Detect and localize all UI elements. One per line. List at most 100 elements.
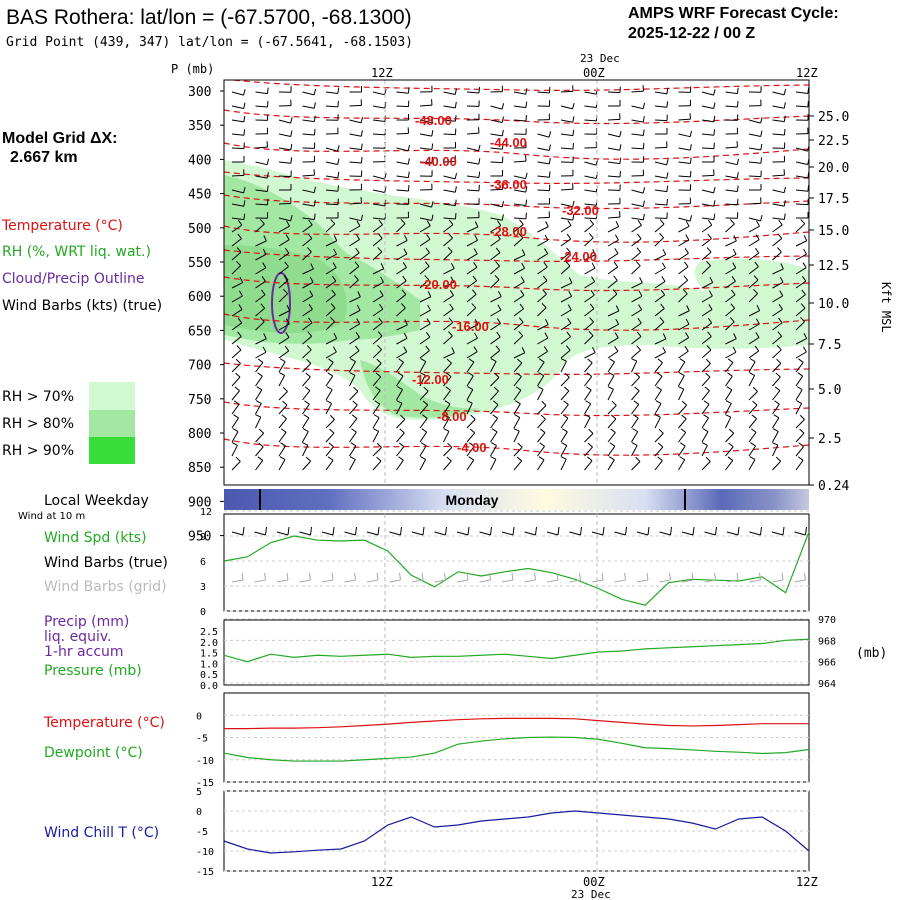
wind-barb: [372, 247, 383, 261]
wind-barb: [795, 428, 805, 443]
wind-barb: [419, 156, 433, 164]
wind-barb: [396, 358, 404, 373]
wind-barb: [349, 143, 363, 151]
wind-barb: [490, 456, 497, 471]
wind-barb: [396, 100, 410, 108]
wind-barb: [466, 144, 481, 152]
wind-barb: [537, 211, 550, 219]
wind-barb: [513, 276, 525, 289]
temperature-contour-label: -4.00: [457, 440, 487, 455]
wind-barb: [372, 345, 382, 359]
wind-barb: [513, 290, 525, 303]
wind-barb: [631, 277, 643, 289]
legend-temperature: Temperature (°C): [1, 218, 123, 234]
wind-barb: [607, 157, 622, 165]
wind-barb: [302, 358, 312, 373]
wind-speed-tick: 0: [200, 607, 206, 618]
wind-barb: [772, 372, 781, 387]
wind-barb: [372, 386, 381, 401]
wind-barb: [748, 99, 762, 107]
wind-barb: [255, 185, 269, 192]
wind-barb: [560, 400, 569, 415]
wind-barb: [466, 158, 481, 165]
wind-barb: [654, 219, 665, 233]
rh-shading: [224, 160, 809, 420]
wind-barb: [654, 317, 665, 331]
wind-barb: [419, 247, 430, 261]
wind-barb: [795, 248, 807, 261]
wind-barb: [419, 386, 429, 401]
wind-barb: [302, 276, 314, 289]
wind-barb: [678, 144, 692, 151]
wind-barb: [513, 372, 522, 387]
wind-barb: [631, 400, 640, 415]
wind-barb-grid: [366, 572, 379, 583]
wind-barb: [302, 247, 312, 261]
wind-barb: [795, 87, 809, 94]
wind-barb-grid: [546, 572, 559, 583]
wind-barb: [396, 346, 408, 359]
wind-barb-grid: [389, 572, 401, 583]
pressure-ticks: 300 350 400 450 500 550 600 650 700 750 800 850 900 9…: [188, 85, 224, 545]
legend-wind-barbs: Wind Barbs (kts) (true): [2, 298, 162, 314]
wind-barb: [396, 219, 406, 233]
wind-barb: [584, 128, 598, 135]
precip-tick: 2.5: [200, 627, 218, 638]
wind-barb: [513, 212, 527, 220]
wind-barb: [396, 248, 408, 261]
wind-barb: [396, 114, 409, 121]
wind-barb: [631, 456, 641, 471]
wind-barb: [701, 317, 713, 331]
wind-barb: [302, 317, 313, 331]
wind-barb: [302, 428, 309, 443]
wind-barb: [325, 442, 334, 457]
wind-barb: [560, 290, 573, 303]
wind-barb: [325, 317, 335, 331]
wind-barb: [772, 233, 783, 247]
wind-barb: [325, 400, 333, 415]
wind-barb: [607, 428, 616, 443]
wind-barb: [302, 345, 312, 359]
wind-barb: [537, 184, 551, 192]
wind-barb: [772, 88, 787, 96]
wind-barb: [607, 197, 621, 205]
wind-barb: [796, 212, 809, 219]
wind-barb: [255, 276, 266, 289]
wind-barb: [584, 262, 596, 275]
pressure-tick: 968: [818, 636, 836, 647]
wind-barb: [490, 358, 497, 373]
wind-barb: [607, 86, 621, 94]
legend-rh80-swatch: [89, 410, 135, 437]
wind-barb: [631, 442, 638, 457]
bottom-tick-00z: 00Z: [583, 875, 605, 889]
wind-barb-true: [276, 526, 290, 536]
wind-barb: [701, 89, 716, 96]
wind-barb: [325, 127, 339, 135]
wind-barb: [372, 372, 382, 387]
wind-barb: [678, 428, 687, 443]
wind-barb: [725, 372, 733, 387]
wind-barb: [325, 114, 339, 121]
wind-barb: [443, 128, 457, 136]
cycle-value: 2025-12-22 / 00 Z: [628, 25, 755, 42]
wind-barb: [560, 261, 571, 275]
wind-barb: [513, 115, 527, 122]
wind-barb: [255, 317, 265, 331]
wind-barb: [772, 200, 786, 207]
wind-barb: [231, 358, 241, 373]
wind-barb: [466, 346, 478, 359]
wind-barb: [231, 442, 238, 457]
wind-barb: [748, 442, 756, 457]
wind-barb: [372, 102, 387, 109]
wind-barb: [372, 219, 383, 233]
pressure-tick-label: 350: [188, 119, 211, 134]
wind-barb: [443, 233, 453, 247]
wind-barb: [231, 345, 242, 359]
wind-barb: [278, 170, 292, 178]
wind-barb: [255, 358, 264, 373]
wind-barb: [654, 346, 667, 359]
wind-barb: [631, 85, 644, 93]
wind-barb: [349, 261, 360, 275]
wind-barb: [560, 428, 568, 443]
wind-barb: [302, 414, 310, 429]
